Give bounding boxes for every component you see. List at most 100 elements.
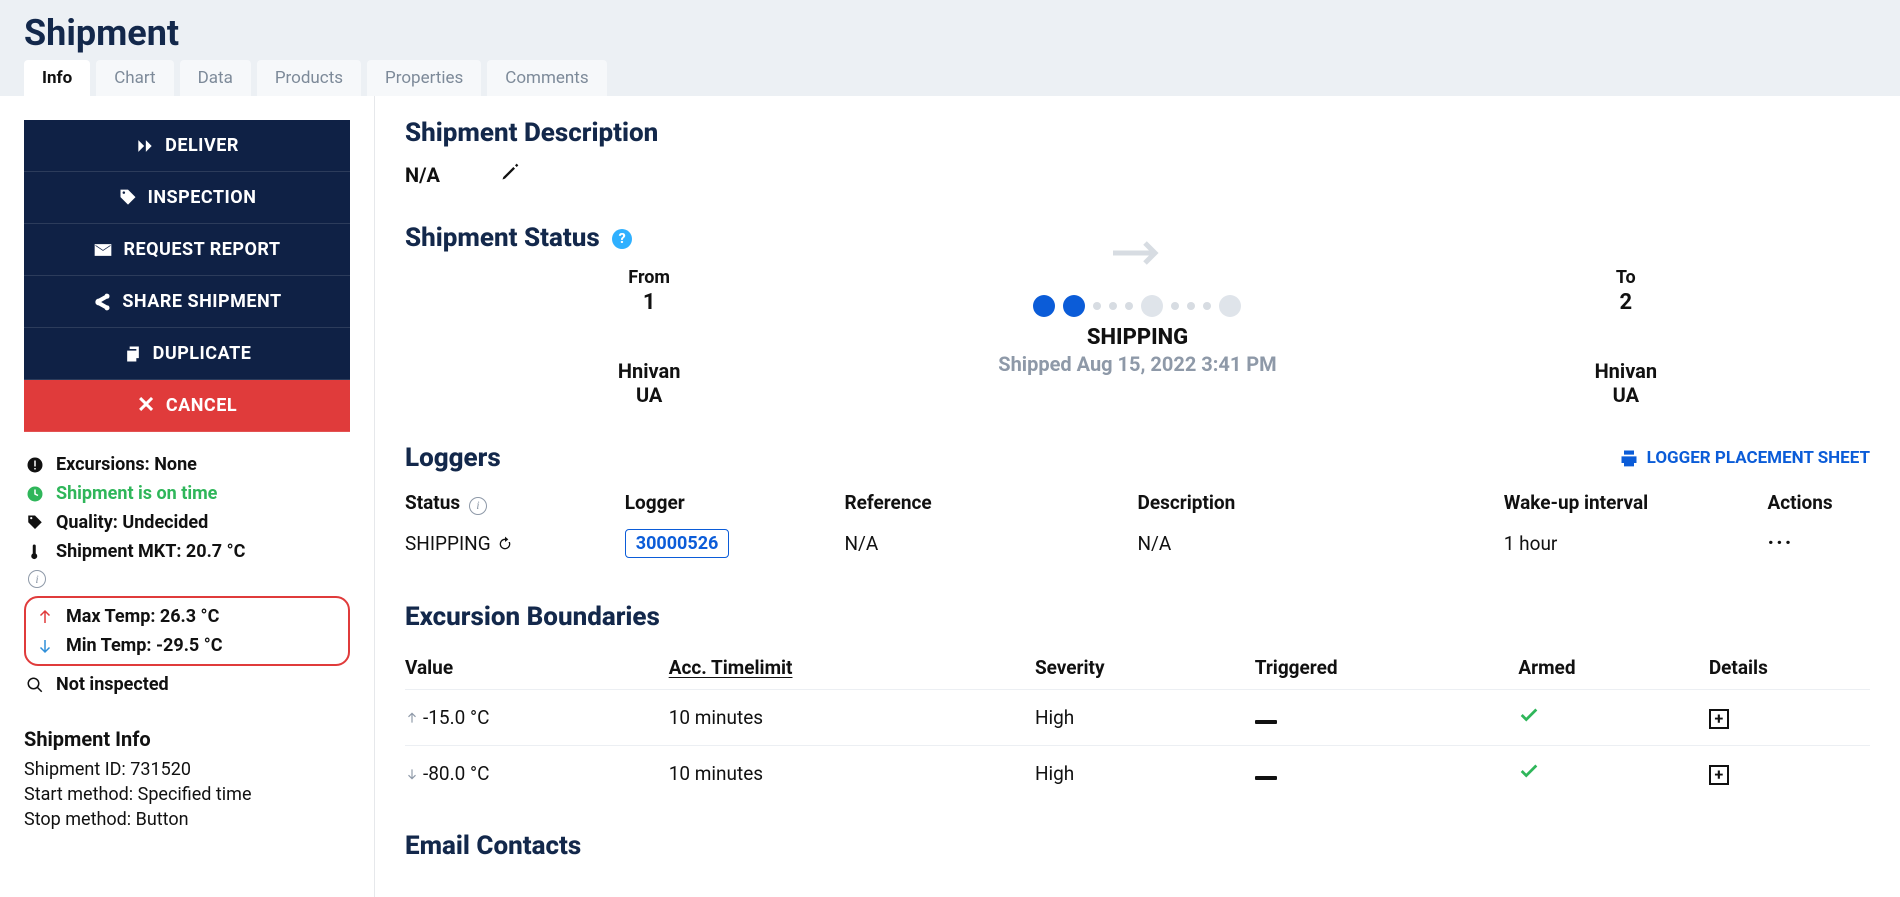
from-value: 1	[405, 290, 893, 315]
expand-details-button[interactable]: +	[1709, 765, 1729, 785]
triggered-dash-icon	[1255, 776, 1277, 780]
description-title: Shipment Description	[405, 118, 1870, 148]
progress-dots	[893, 295, 1381, 317]
boundary-severity: High	[1035, 689, 1255, 745]
boundaries-table: Value Acc. Timelimit Severity Triggered …	[405, 646, 1870, 801]
max-temp-status: Max Temp: 26.3 °C	[34, 602, 340, 631]
on-time-text: Shipment is on time	[56, 483, 217, 504]
cancel-button[interactable]: ✕ CANCEL	[24, 380, 350, 432]
boundary-value: -80.0 °C	[423, 762, 489, 785]
boundary-row: -15.0 °C 10 minutes High +	[405, 689, 1870, 745]
from-block: From 1 Hnivan UA	[405, 267, 893, 407]
tab-comments[interactable]: Comments	[487, 60, 606, 96]
refresh-icon[interactable]	[491, 532, 513, 555]
request-report-button[interactable]: REQUEST REPORT	[24, 224, 350, 276]
not-inspected-text: Not inspected	[56, 674, 169, 695]
from-label: From	[405, 267, 893, 288]
tab-properties[interactable]: Properties	[367, 60, 481, 96]
to-country: UA	[1382, 383, 1870, 407]
share-icon	[92, 292, 112, 312]
deliver-label: DELIVER	[165, 135, 239, 156]
boundary-timelimit: 10 minutes	[669, 745, 1035, 801]
tab-chart[interactable]: Chart	[96, 60, 173, 96]
page-title: Shipment	[24, 4, 1876, 60]
status-help-icon[interactable]: ?	[612, 229, 632, 249]
description-value: N/A	[405, 163, 440, 187]
tag-icon	[118, 188, 138, 208]
logger-placement-link[interactable]: LOGGER PLACEMENT SHEET	[1619, 448, 1870, 468]
th-actions: Actions	[1767, 485, 1870, 521]
info-icon: i	[28, 570, 46, 588]
status-list: Excursions: None Shipment is on time Qua…	[24, 450, 350, 699]
quality-text: Quality: Undecided	[56, 512, 208, 533]
search-icon	[26, 676, 44, 694]
share-shipment-button[interactable]: SHARE SHIPMENT	[24, 276, 350, 328]
th-severity: Severity	[1035, 646, 1255, 690]
clock-icon	[26, 485, 44, 503]
start-method: Start method: Specified time	[24, 782, 350, 807]
arrow-up-icon	[405, 711, 419, 725]
shipment-info-block: Shipment Info Shipment ID: 731520 Start …	[24, 727, 350, 832]
logger-reference: N/A	[845, 521, 1138, 566]
shipment-info-heading: Shipment Info	[24, 727, 350, 751]
tab-info[interactable]: Info	[24, 60, 90, 96]
cancel-label: CANCEL	[166, 395, 237, 416]
duplicate-button[interactable]: DUPLICATE	[24, 328, 350, 380]
status-panel: From 1 Hnivan UA SHIPPING Shipped Aug 15…	[405, 267, 1870, 407]
on-time-status: Shipment is on time	[24, 479, 350, 508]
inspection-button[interactable]: INSPECTION	[24, 172, 350, 224]
temperature-highlight-box: Max Temp: 26.3 °C Min Temp: -29.5 °C	[24, 596, 350, 666]
shipment-id: Shipment ID: 731520	[24, 757, 350, 782]
shipping-date: Shipped Aug 15, 2022 3:41 PM	[893, 352, 1381, 376]
tab-data[interactable]: Data	[180, 60, 251, 96]
expand-details-button[interactable]: +	[1709, 709, 1729, 729]
fast-forward-icon	[135, 136, 155, 156]
inspection-label: INSPECTION	[148, 187, 257, 208]
shipping-block: SHIPPING Shipped Aug 15, 2022 3:41 PM	[893, 267, 1381, 407]
to-value: 2	[1382, 290, 1870, 315]
th-value: Value	[405, 646, 669, 690]
logger-status: SHIPPING	[405, 532, 491, 555]
logger-actions-menu[interactable]: ···	[1767, 531, 1793, 556]
envelope-icon	[93, 240, 113, 260]
excursions-status: Excursions: None	[24, 450, 350, 479]
not-inspected-status: Not inspected	[24, 670, 350, 699]
deliver-button[interactable]: DELIVER	[24, 120, 350, 172]
tabs: Info Chart Data Products Properties Comm…	[24, 60, 1876, 96]
min-temp-status: Min Temp: -29.5 °C	[34, 631, 340, 660]
arrow-down-icon	[405, 767, 419, 781]
min-temp-text: Min Temp: -29.5 °C	[66, 635, 223, 656]
share-shipment-label: SHARE SHIPMENT	[122, 291, 281, 312]
logger-row: SHIPPING 30000526 N/A N/A 1 hour ···	[405, 521, 1870, 566]
logger-id-badge[interactable]: 30000526	[625, 529, 730, 558]
from-city: Hnivan	[405, 359, 893, 383]
triggered-dash-icon	[1255, 720, 1277, 724]
to-block: To 2 Hnivan UA	[1382, 267, 1870, 407]
arrow-down-icon	[36, 637, 54, 655]
th-logger: Logger	[625, 485, 845, 521]
boundary-row: -80.0 °C 10 minutes High +	[405, 745, 1870, 801]
arrow-up-icon	[36, 608, 54, 626]
status-info-icon[interactable]: i	[469, 497, 487, 515]
mkt-text: Shipment MKT: 20.7 °C	[56, 541, 245, 562]
print-icon	[1619, 448, 1639, 468]
sidebar: DELIVER INSPECTION REQUEST REPORT SHARE …	[0, 96, 375, 897]
check-icon	[1518, 704, 1540, 726]
edit-description-button[interactable]	[500, 162, 520, 187]
pencil-icon	[500, 162, 520, 182]
shipping-arrow-icon	[893, 267, 1381, 289]
check-icon	[1518, 760, 1540, 782]
tag-icon	[26, 514, 44, 532]
th-wakeup: Wake-up interval	[1504, 485, 1768, 521]
info-blank-status: i	[24, 566, 350, 592]
th-details: Details	[1709, 646, 1870, 690]
loggers-title: Loggers	[405, 443, 501, 473]
close-icon: ✕	[137, 395, 156, 417]
th-timelimit[interactable]: Acc. Timelimit	[669, 646, 1035, 690]
email-contacts-title: Email Contacts	[405, 831, 1870, 861]
tab-products[interactable]: Products	[257, 60, 361, 96]
duplicate-label: DUPLICATE	[153, 343, 252, 364]
copy-icon	[123, 344, 143, 364]
boundary-severity: High	[1035, 745, 1255, 801]
alert-icon	[26, 456, 44, 474]
